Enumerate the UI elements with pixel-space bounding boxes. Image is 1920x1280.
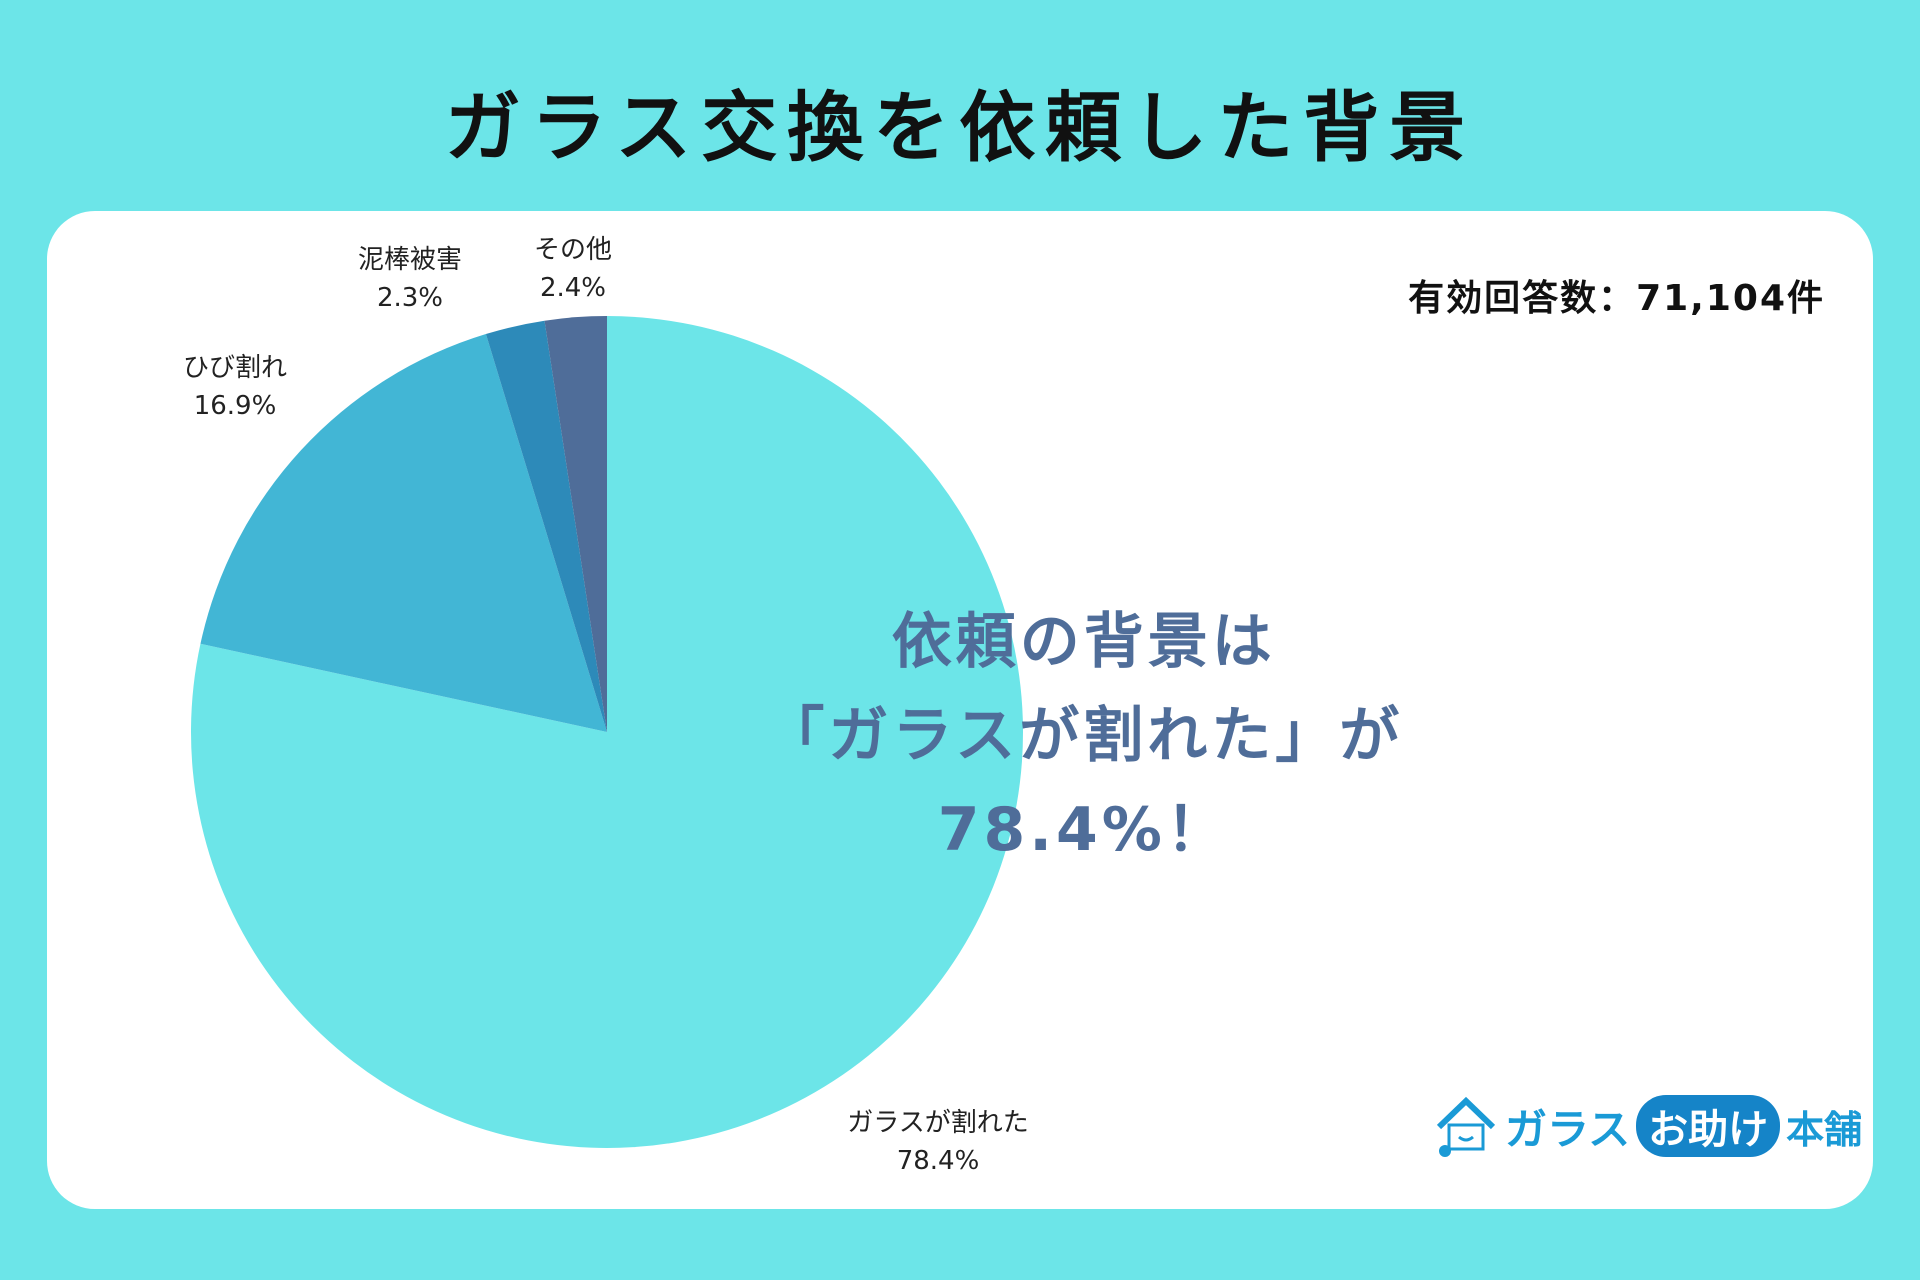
page-title: ガラス交換を依頼した背景 <box>444 83 1476 172</box>
slice-label-other: その他 2.4% <box>534 231 612 307</box>
house-mascot-icon <box>1436 1096 1496 1157</box>
brand-logo: ガラス お助け 本舗 <box>1433 1093 1862 1159</box>
label-text: 泥棒被害 <box>357 245 463 275</box>
pie-slice-2 <box>485 320 607 732</box>
message-line: 78.4%！ <box>937 795 1230 865</box>
logo-bubble-text: お助け <box>1636 1095 1781 1157</box>
logo-text: 本舗 <box>1786 1107 1863 1152</box>
value-text: 78.4% <box>896 1146 980 1176</box>
logo-text: ガラス <box>1505 1104 1631 1154</box>
pie-slice-3 <box>544 316 607 732</box>
label-text: その他 <box>533 235 613 265</box>
value-text: 2.4% <box>539 273 607 303</box>
slice-label-theft: 泥棒被害 2.3% <box>358 241 462 317</box>
pie-chart <box>191 316 1024 1148</box>
response-count: 有効回答数：71,104件 <box>1408 278 1825 319</box>
label-text: ひび割れ <box>182 353 288 383</box>
message-line: 「ガラスが割れた」が <box>764 701 1404 771</box>
slice-label-broken: ガラスが割れた 78.4% <box>847 1104 1028 1180</box>
pie-slice-0 <box>191 316 1024 1148</box>
highlight-message: 依頼の背景は 「ガラスが割れた」が 78.4%！ <box>624 595 1544 877</box>
slice-label-hibi: ひび割れ 16.9% <box>183 349 287 425</box>
value-text: 2.3% <box>376 283 444 313</box>
chart-panel: ひび割れ 16.9% 泥棒被害 2.3% その他 2.4% ガラスが割れた 78.4% … <box>47 211 1873 1209</box>
label-text: ガラスが割れた <box>847 1108 1029 1138</box>
value-text: 16.9% <box>193 391 277 421</box>
pie-slice-1 <box>200 334 607 732</box>
message-line: 依頼の背景は <box>891 607 1276 677</box>
